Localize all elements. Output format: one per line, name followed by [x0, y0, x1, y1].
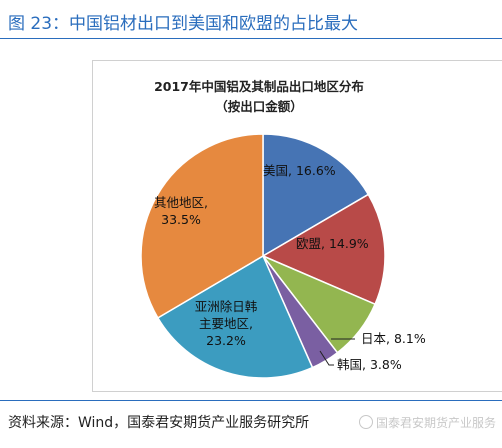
- figure-source: 资料来源：Wind，国泰君安期货产业服务研究所: [8, 415, 310, 431]
- watermark-text: 国泰君安期货产业服务: [375, 416, 496, 430]
- pie-chart: 2017年中国铝及其制品出口地区分布 （按出口金额） 美国, 16.6% 欧盟, …: [140, 79, 426, 379]
- wechat-logo-icon: [358, 415, 373, 429]
- pie-slice: [262, 133, 370, 258]
- chart-title: 2017年中国铝及其制品出口地区分布: [154, 79, 364, 94]
- pie-slice: [261, 193, 386, 306]
- pie-data-label: 亚洲除日韩主要地区, 23.2%: [195, 299, 258, 348]
- chart-frame: 2017年中国铝及其制品出口地区分布 （按出口金额） 美国, 16.6% 欧盟, …: [92, 60, 502, 392]
- pie-slice: [156, 254, 314, 379]
- watermark: 国泰君安期货产业服务: [358, 414, 496, 431]
- pie-slices: [140, 133, 386, 379]
- pie-slice: [140, 133, 264, 319]
- pie-data-label: 欧盟, 14.9%: [296, 236, 369, 251]
- pie-data-label: 其他地区, 33.5%: [154, 195, 208, 227]
- pie-data-label: 日本, 8.1%: [361, 331, 426, 346]
- pie-data-label: 韩国, 3.8%: [337, 357, 402, 372]
- figure-header: 图 23：中国铝材出口到美国和欧盟的占比最大: [0, 0, 502, 38]
- label-leader-line: [319, 350, 334, 366]
- pie-data-label: 美国, 16.6%: [263, 163, 336, 178]
- bottom-rule: [0, 400, 502, 401]
- chart-subtitle: （按出口金额）: [215, 99, 303, 114]
- pie-labels: 美国, 16.6% 欧盟, 14.9% 日本, 8.1% 韩国, 3.8% 亚洲除日韩主…: [154, 163, 426, 372]
- figure-title: 图 23：中国铝材出口到美国和欧盟的占比最大: [8, 14, 359, 34]
- top-rule: [0, 38, 502, 39]
